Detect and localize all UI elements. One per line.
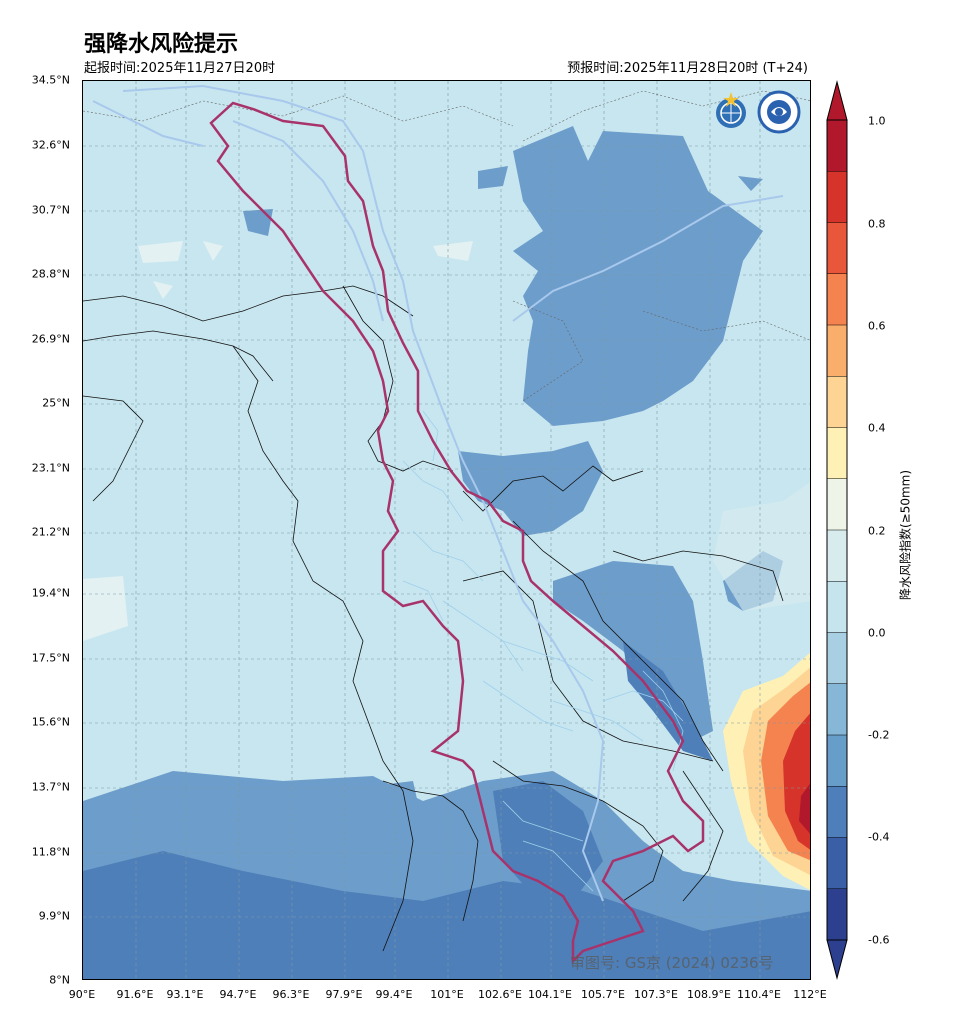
major-rivers (92, 84, 784, 902)
lon-tick: 108.9°E (687, 988, 731, 1001)
colorbar-tick: 0.4 (868, 421, 886, 435)
lat-tick: 21.2°N (31, 525, 70, 539)
lon-tick: 94.7°E (219, 988, 257, 1001)
province-borders (83, 90, 810, 402)
colorbar-frame (826, 119, 848, 941)
lon-tick: 91.6°E (116, 988, 154, 1001)
lat-tick: 26.9°N (31, 332, 70, 346)
lat-tick: 25°N (42, 396, 70, 410)
lon-tick: 101°E (430, 988, 464, 1001)
lon-tick: 110.4°E (737, 988, 781, 1001)
lon-tick: 90°E (68, 988, 96, 1001)
colorbar-bands (827, 120, 847, 941)
colorbar-band (827, 632, 847, 685)
lat-tick: 15.6°N (31, 715, 70, 729)
basin-outline (209, 101, 705, 965)
issue-time: 起报时间:2025年11月27日20时 (84, 61, 276, 76)
risk-area-north (478, 166, 508, 189)
risk-area-central (458, 441, 603, 536)
risk-area-north (243, 209, 273, 236)
colorbar-tick: 0.0 (868, 626, 886, 640)
colorbar-tick: -0.4 (868, 830, 890, 844)
risk-map (83, 81, 810, 979)
lon-tick: 105.7°E (581, 988, 625, 1001)
lat-tick: 11.8°N (31, 845, 70, 859)
lat-tick: 30.7°N (31, 203, 70, 217)
colorbar-band (827, 581, 847, 633)
colorbar-band (827, 837, 847, 890)
lat-tick: 13.7°N (31, 780, 70, 794)
lon-tick: 93.1°E (166, 988, 204, 1001)
forecast-time: 预报时间:2025年11月28日20时 (T+24) (567, 61, 808, 76)
lat-tick: 34.5°N (31, 73, 70, 87)
colorbar-band (827, 120, 847, 172)
colorbar-band (827, 427, 847, 480)
basin-tributaries (402, 410, 684, 892)
low-risk-patch (83, 576, 128, 641)
country-borders (83, 285, 784, 952)
colorbar-tick: 0.6 (868, 319, 886, 333)
colorbar-bottom-arrow (826, 939, 848, 980)
map-approval-watermark: 审图号: GS京 (2024) 0236号 (570, 954, 774, 972)
lon-tick: 102.6°E (478, 988, 522, 1001)
lat-tick: 19.4°N (31, 586, 70, 600)
colorbar (826, 80, 848, 980)
low-risk-patch (713, 482, 810, 611)
lat-tick: 32.6°N (31, 138, 70, 152)
low-risk-patch (433, 241, 473, 261)
colorbar-band (827, 786, 847, 838)
colorbar-band (827, 530, 847, 582)
lat-tick: 28.8°N (31, 267, 70, 281)
risk-area-south (373, 781, 423, 841)
lon-tick: 112°E (793, 988, 827, 1001)
risk-area-north (513, 126, 763, 426)
lat-tick: 23.1°N (31, 461, 70, 475)
lon-tick: 99.4°E (375, 988, 413, 1001)
colorbar-tick: 0.2 (868, 524, 886, 538)
colorbar-band (827, 735, 847, 787)
map-grid (83, 81, 810, 979)
colorbar-band (827, 171, 847, 223)
colorbar-tick: 0.8 (868, 217, 886, 231)
low-risk-patch (138, 241, 183, 263)
lon-tick: 107.3°E (634, 988, 678, 1001)
colorbar-top-arrow (826, 80, 848, 121)
colorbar-band (827, 325, 847, 377)
page-title: 强降水风险提示 (84, 32, 239, 57)
risk-area-north (738, 176, 763, 191)
lon-tick: 96.3°E (272, 988, 310, 1001)
cma-logo (757, 90, 801, 134)
lat-tick: 9.9°N (38, 909, 70, 923)
colorbar-band (827, 683, 847, 736)
colorbar-band (827, 273, 847, 326)
low-risk-patch (203, 241, 223, 261)
colorbar-tick: -0.2 (868, 728, 890, 742)
map-panel[interactable] (82, 80, 811, 980)
wmo-logo (716, 92, 746, 128)
colorbar-band (827, 222, 847, 275)
colorbar-tick: 1.0 (868, 114, 886, 128)
colorbar-tick: -0.6 (868, 933, 890, 947)
lat-tick: 8°N (49, 973, 70, 987)
colorbar-band (827, 376, 847, 428)
lat-tick: 17.5°N (31, 651, 70, 665)
lon-tick: 97.9°E (325, 988, 363, 1001)
colorbar-title: 降水风险指数(≥50mm) (898, 469, 913, 601)
low-risk-patch (153, 281, 173, 299)
risk-area-gulf (493, 781, 603, 901)
colorbar-band (827, 478, 847, 531)
risk-area-max (799, 783, 810, 834)
risk-area-south-dark (83, 851, 810, 979)
colorbar-band (827, 888, 847, 941)
lon-tick: 104.1°E (528, 988, 572, 1001)
